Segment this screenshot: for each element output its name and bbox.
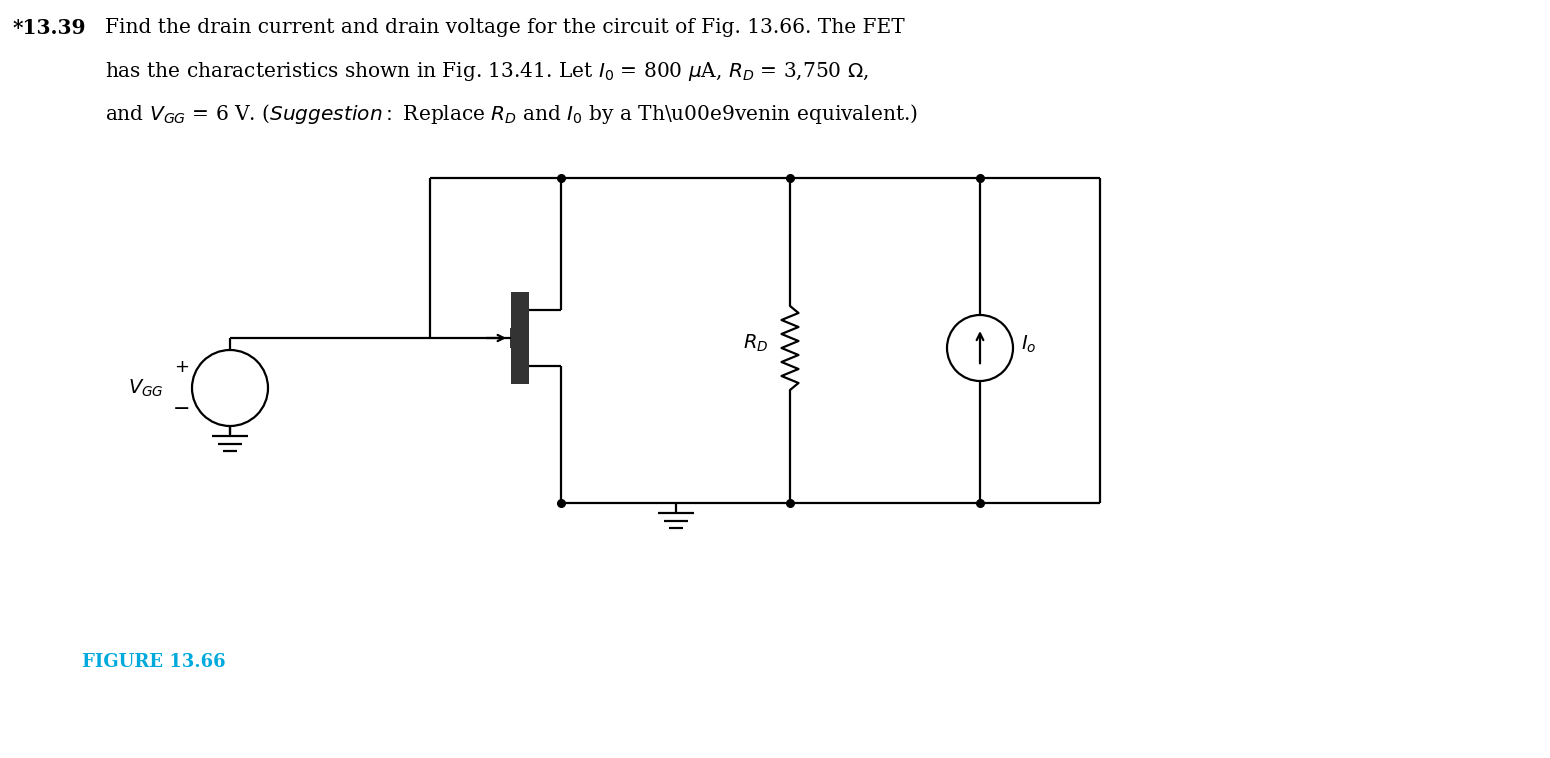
Text: and $V_{GG}$ = 6 V. ($\mathit{Suggestion:}$ Replace $R_D$ and $I_0$ by a Th\u00e: and $V_{GG}$ = 6 V. ($\mathit{Suggestion… bbox=[105, 102, 918, 126]
Text: $R_D$: $R_D$ bbox=[742, 332, 767, 354]
Text: has the characteristics shown in Fig. 13.41. Let $I_0$ = 800 $\mu$A, $R_D$ = 3,7: has the characteristics shown in Fig. 13… bbox=[105, 60, 870, 83]
Text: $V_{GG}$: $V_{GG}$ bbox=[129, 377, 164, 399]
Text: Find the drain current and drain voltage for the circuit of Fig. 13.66. The FET: Find the drain current and drain voltage… bbox=[105, 18, 905, 37]
Text: $I_o$: $I_o$ bbox=[1021, 334, 1037, 355]
FancyBboxPatch shape bbox=[512, 320, 529, 356]
Text: FIGURE 13.66: FIGURE 13.66 bbox=[82, 653, 226, 671]
FancyBboxPatch shape bbox=[512, 292, 529, 328]
Text: +: + bbox=[175, 358, 189, 376]
FancyBboxPatch shape bbox=[512, 348, 529, 384]
Text: *13.39: *13.39 bbox=[12, 18, 87, 38]
Text: −: − bbox=[174, 399, 191, 419]
